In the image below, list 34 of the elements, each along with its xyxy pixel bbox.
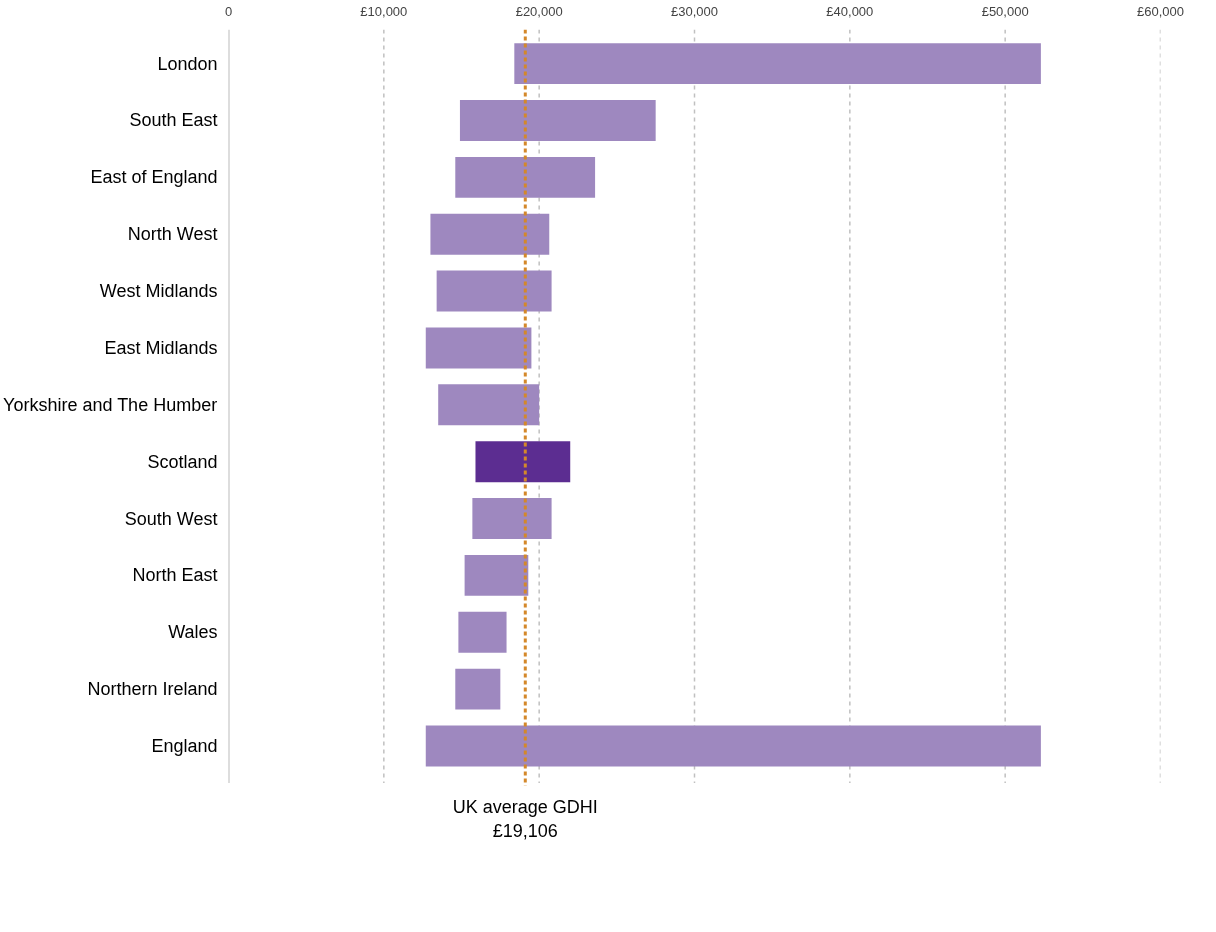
x-tick-label: £40,000 bbox=[826, 3, 874, 19]
y-tick-label: East of England bbox=[90, 167, 218, 188]
y-tick-label: London bbox=[157, 53, 218, 74]
y-tick-label: South East bbox=[129, 110, 218, 131]
y-tick-label: Scotland bbox=[147, 451, 218, 472]
y-tick-label: Wales bbox=[168, 622, 218, 643]
bar bbox=[472, 498, 552, 539]
x-tick-label: 0 bbox=[224, 3, 233, 19]
bar bbox=[425, 725, 1041, 767]
y-tick-label: Yorkshire and The Humber bbox=[3, 394, 218, 415]
bar bbox=[514, 43, 1041, 85]
bar bbox=[430, 213, 550, 255]
x-tick-label: £10,000 bbox=[360, 3, 408, 19]
y-tick-label: England bbox=[151, 735, 218, 756]
bar bbox=[438, 384, 540, 426]
y-tick-label: West Midlands bbox=[99, 281, 218, 302]
bar bbox=[475, 441, 571, 483]
x-tick-label: £60,000 bbox=[1137, 3, 1184, 19]
bar bbox=[455, 668, 501, 710]
ref-line-label: UK average GDHI £19,106 bbox=[452, 797, 598, 842]
y-tick-label: North East bbox=[132, 565, 218, 586]
bar bbox=[425, 327, 532, 369]
bar bbox=[436, 270, 552, 312]
bar bbox=[459, 100, 656, 141]
bar bbox=[458, 611, 507, 653]
y-tick-label: Northern Ireland bbox=[87, 679, 218, 700]
y-tick-label: East Midlands bbox=[104, 337, 218, 358]
x-tick-label: £50,000 bbox=[981, 3, 1029, 19]
bar bbox=[455, 156, 596, 198]
bar bbox=[464, 554, 529, 596]
x-tick-label: £20,000 bbox=[515, 3, 563, 19]
y-tick-label: North West bbox=[127, 224, 218, 245]
y-tick-label: South West bbox=[124, 508, 218, 529]
x-tick-label: £30,000 bbox=[671, 3, 718, 19]
